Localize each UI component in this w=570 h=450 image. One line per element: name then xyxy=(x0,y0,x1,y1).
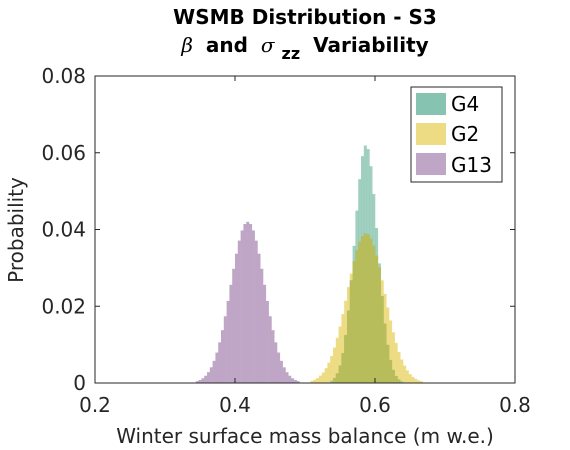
subtitle-sigma: σ xyxy=(261,33,276,57)
bar-g13 xyxy=(227,301,230,383)
bar-overlap xyxy=(341,353,344,383)
subtitle-beta: β xyxy=(180,33,193,57)
bar-overlap xyxy=(353,261,356,383)
y-tick-label: 0.04 xyxy=(41,218,86,242)
bar-overlap xyxy=(350,280,353,383)
y-axis-label: Probability xyxy=(4,177,28,283)
bar-g13 xyxy=(255,241,258,383)
bar-g13 xyxy=(238,241,241,383)
bar-g13 xyxy=(266,301,269,383)
bar-overlap xyxy=(386,345,389,383)
bar-overlap xyxy=(375,255,378,383)
bar-overlap xyxy=(372,246,375,383)
bar-overlap xyxy=(333,378,336,383)
bar-g13 xyxy=(215,353,218,383)
bar-g2 xyxy=(409,374,412,383)
bar-g13 xyxy=(221,330,224,383)
bar-g2 xyxy=(406,370,409,383)
y-tick-label: 0.06 xyxy=(41,141,86,165)
bar-overlap xyxy=(358,242,361,383)
subtitle-rest: Variability xyxy=(313,33,429,57)
legend: G4 G2 G13 xyxy=(411,87,502,182)
bar-g2 xyxy=(403,366,406,383)
bar-g13 xyxy=(201,378,204,383)
legend-label-g13: G13 xyxy=(451,153,492,177)
legend-swatch-g2 xyxy=(416,123,446,145)
bar-g13 xyxy=(235,254,238,383)
bar-g13 xyxy=(224,316,227,383)
bar-overlap xyxy=(355,250,358,383)
legend-label-g4: G4 xyxy=(451,92,479,116)
y-tick-label: 0.08 xyxy=(41,64,86,88)
bar-overlap xyxy=(389,360,392,383)
bar-g13 xyxy=(285,372,288,383)
bar-overlap xyxy=(367,234,370,383)
bar-g13 xyxy=(232,269,235,383)
x-tick-label: 0.8 xyxy=(499,393,531,417)
bar-g2 xyxy=(414,379,417,383)
chart-subtitle: β and σ zz Variability xyxy=(180,33,428,64)
legend-swatch-g13 xyxy=(416,153,446,175)
bar-overlap xyxy=(395,376,398,383)
bar-g13 xyxy=(252,230,255,383)
legend-swatch-g4 xyxy=(416,93,446,115)
bar-g13 xyxy=(241,230,244,383)
bar-g13 xyxy=(204,376,207,383)
x-tick-label: 0.4 xyxy=(219,393,251,417)
bar-g13 xyxy=(269,316,272,383)
bar-g2 xyxy=(316,378,319,383)
bar-g13 xyxy=(291,378,294,383)
bar-g13 xyxy=(213,361,216,383)
bar-g2 xyxy=(397,352,400,383)
x-tick-label: 0.2 xyxy=(79,393,111,417)
bar-g2 xyxy=(330,356,333,383)
legend-label-g2: G2 xyxy=(451,122,479,146)
x-tick-label: 0.6 xyxy=(359,393,391,417)
bar-overlap xyxy=(364,233,367,383)
bar-g13 xyxy=(207,372,210,383)
bar-g13 xyxy=(243,224,246,383)
bar-g2 xyxy=(313,380,316,383)
bar-g2 xyxy=(327,363,330,383)
y-tick-label: 0.02 xyxy=(41,294,86,318)
bar-g2 xyxy=(400,360,403,383)
chart-title: WSMB Distribution - S3 xyxy=(173,5,437,29)
bar-overlap xyxy=(336,373,339,383)
bar-g13 xyxy=(218,342,221,383)
bar-overlap xyxy=(381,296,384,383)
bar-g2 xyxy=(411,377,414,383)
bar-overlap xyxy=(392,370,395,383)
subtitle-and: and xyxy=(206,33,248,57)
bar-g13 xyxy=(277,353,280,383)
x-axis-label: Winter surface mass balance (m w.e.) xyxy=(116,424,494,448)
bar-g2 xyxy=(333,348,336,383)
bar-g13 xyxy=(274,342,277,383)
bar-overlap xyxy=(347,311,350,383)
bar-overlap xyxy=(361,236,364,383)
subtitle-sigma-subscript: zz xyxy=(282,44,301,63)
bar-g13 xyxy=(271,330,274,383)
bar-g13 xyxy=(263,285,266,383)
bar-g2 xyxy=(322,372,325,383)
bar-g13 xyxy=(288,376,291,383)
bar-overlap xyxy=(383,324,386,383)
bar-overlap xyxy=(344,335,347,383)
bar-g13 xyxy=(260,269,263,383)
bar-g2 xyxy=(319,376,322,383)
bar-g13 xyxy=(246,222,249,383)
bar-overlap xyxy=(339,365,342,383)
bar-g2 xyxy=(325,368,328,383)
bar-g13 xyxy=(283,367,286,383)
bar-g13 xyxy=(229,285,232,383)
bar-overlap xyxy=(397,379,400,383)
bar-overlap xyxy=(369,238,372,383)
bar-g13 xyxy=(280,361,283,383)
bar-g13 xyxy=(249,224,252,383)
bar-overlap xyxy=(378,267,381,383)
bar-g13 xyxy=(210,367,213,383)
bar-g13 xyxy=(257,254,260,383)
y-tick-label: 0 xyxy=(73,371,86,395)
